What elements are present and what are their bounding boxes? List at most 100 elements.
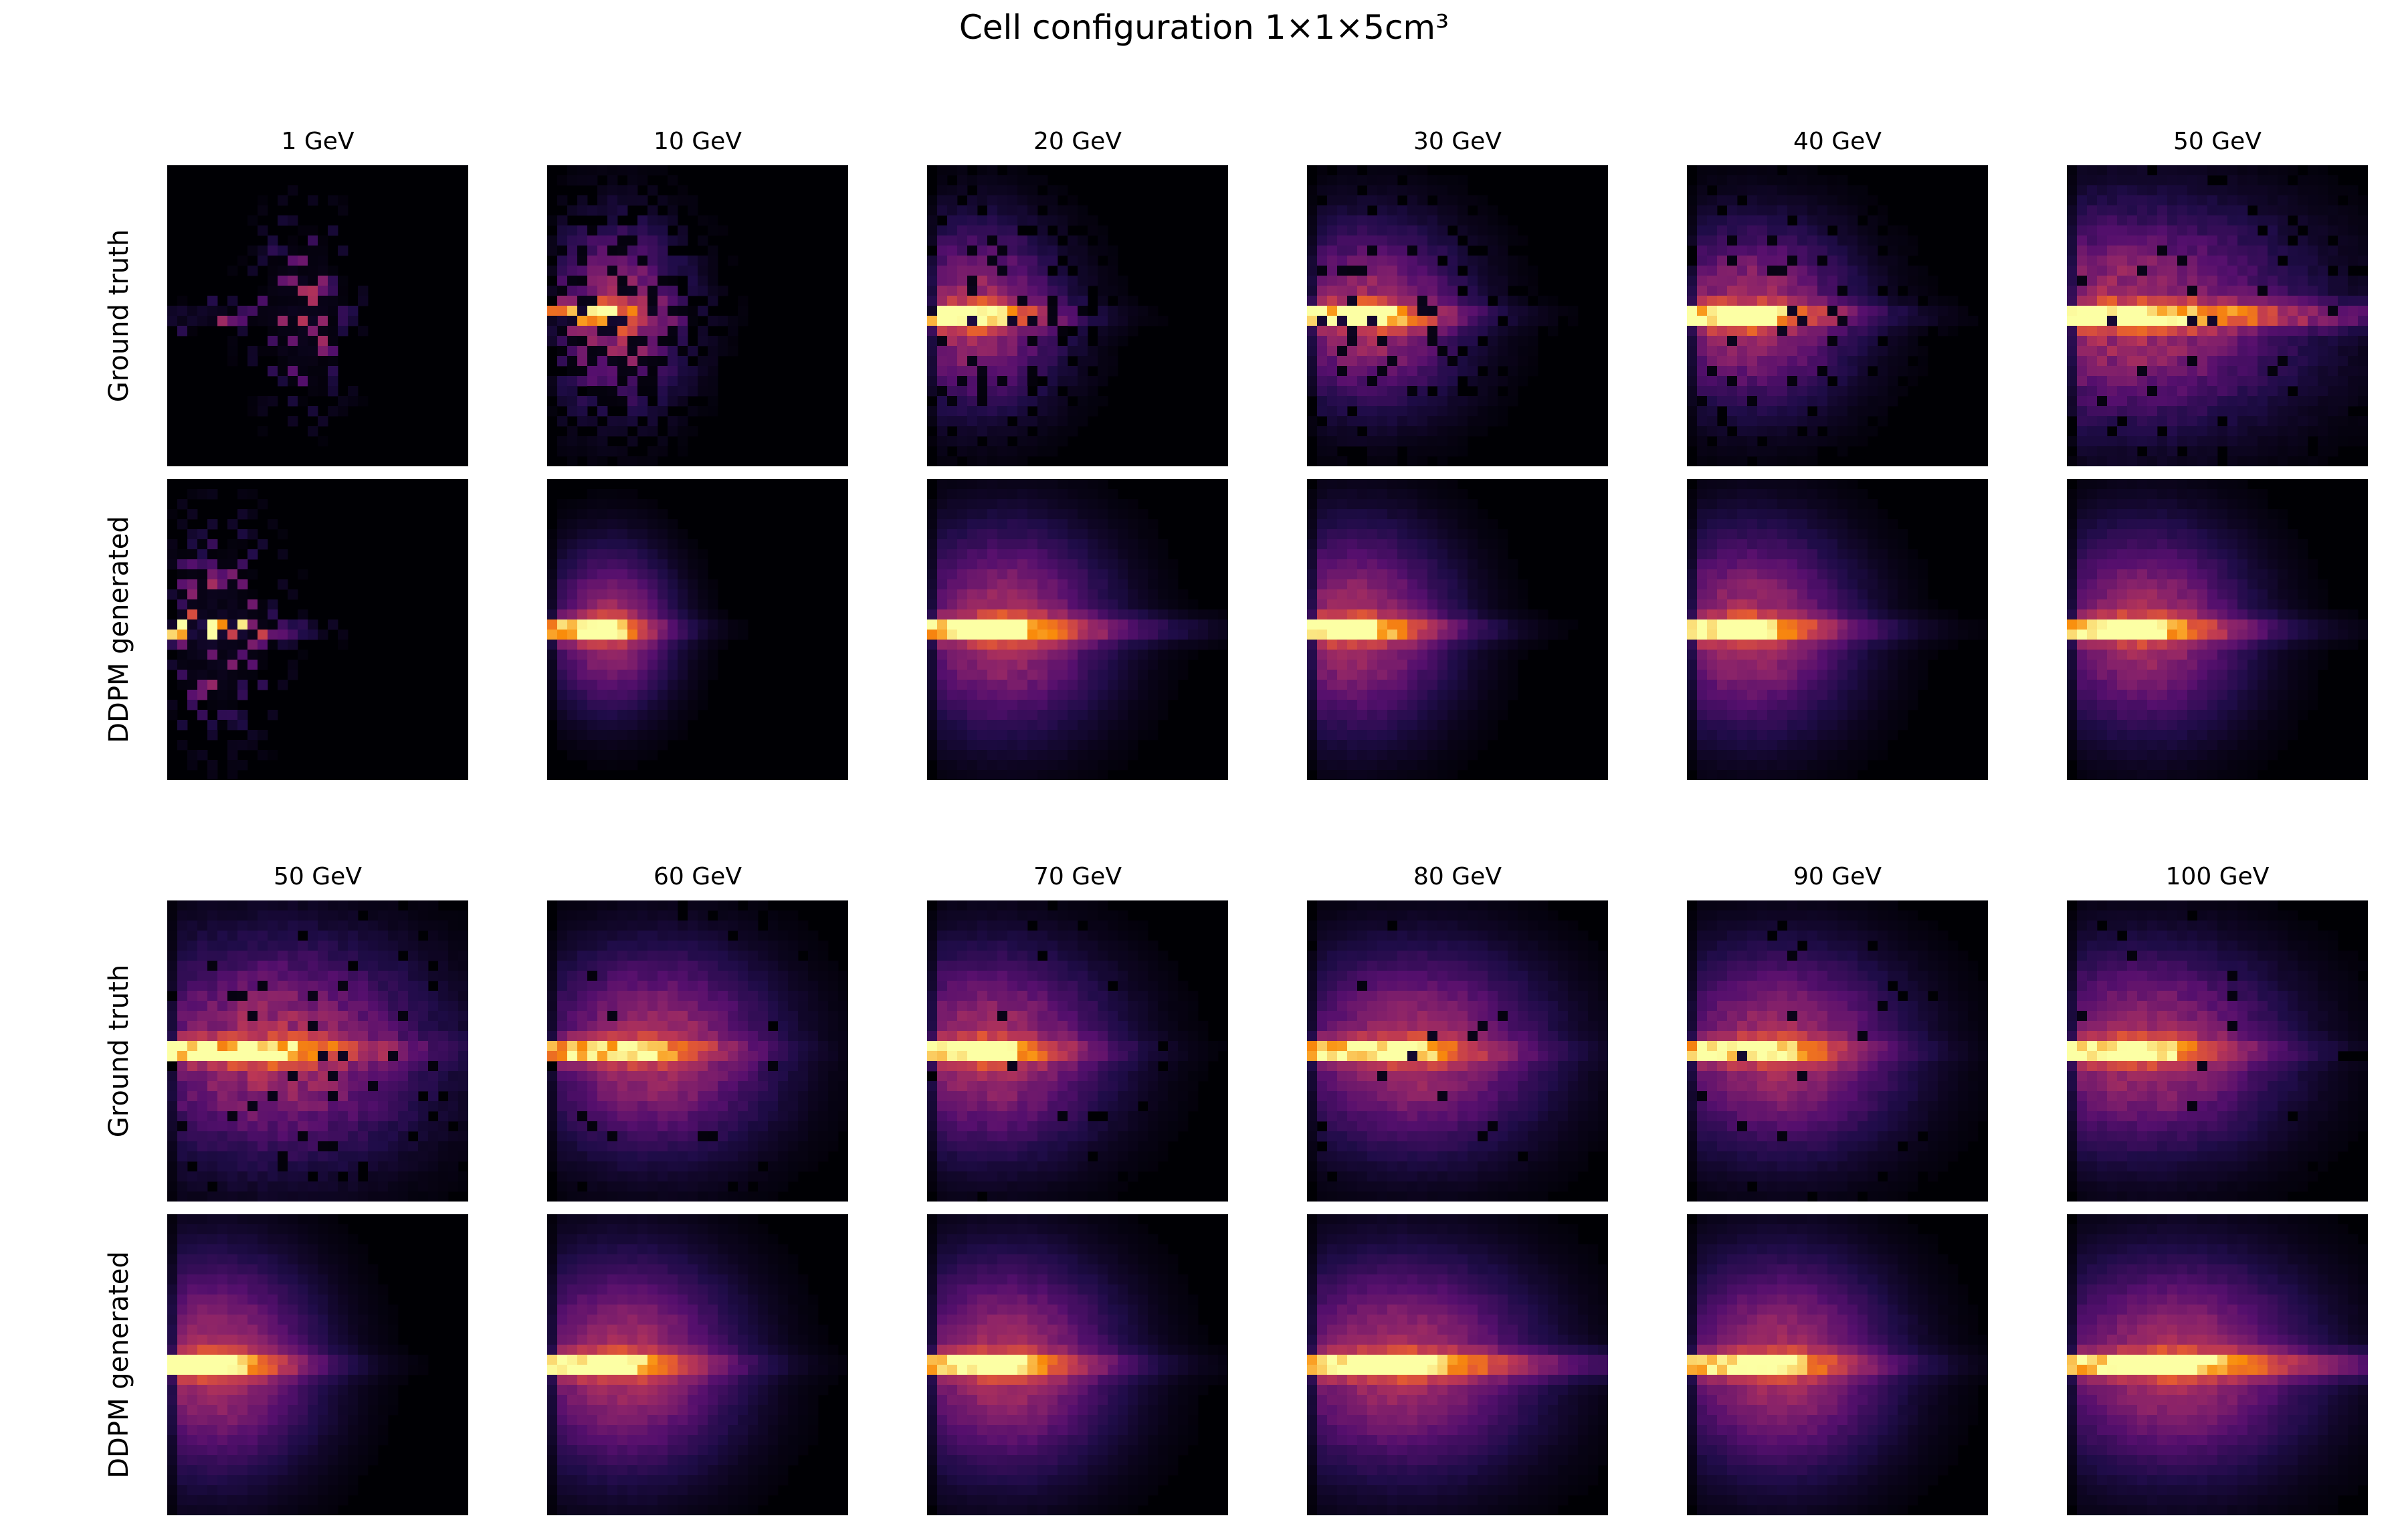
heatmap-cell (1128, 539, 1138, 550)
heatmap-cell (557, 276, 568, 286)
heatmap-cell (987, 336, 998, 347)
heatmap-cell (1367, 165, 1378, 176)
heatmap-cell (1337, 740, 1348, 751)
heatmap-cell (1007, 720, 1018, 731)
heatmap-cell (1367, 266, 1378, 276)
heatmap-cell (637, 276, 648, 286)
heatmap-cell (1347, 499, 1358, 510)
heatmap-cell (2318, 256, 2328, 266)
heatmap-cell (967, 235, 978, 246)
heatmap-cell (1797, 286, 1808, 296)
heatmap-cell (1088, 579, 1098, 590)
heatmap-cell (1007, 509, 1018, 520)
heatmap-cell (1767, 316, 1778, 326)
heatmap-cell (1337, 366, 1348, 377)
heatmap-cell (637, 256, 648, 266)
heatmap-cell (1027, 185, 1038, 196)
heatmap-cell (607, 619, 618, 630)
heatmap-cell (1847, 386, 1858, 397)
heatmap-cell (1068, 599, 1078, 610)
heatmap-cell (177, 650, 188, 660)
heatmap-cell (1498, 406, 1508, 417)
heatmap-cell (1387, 376, 1398, 387)
heatmap-cell (1417, 306, 1428, 316)
heatmap-cell (1138, 306, 1148, 316)
heatmap-cell (1118, 760, 1128, 771)
heatmap-cell (1508, 599, 1518, 610)
heatmap-cell (2308, 246, 2318, 256)
heatmap-cell (1347, 630, 1358, 640)
heatmap-cell (1307, 286, 1318, 296)
heatmap-cell (2097, 436, 2108, 447)
heatmap-cell (338, 286, 348, 296)
heatmap-cell (1188, 640, 1199, 650)
heatmap-cell (167, 559, 178, 570)
heatmap-cell (1427, 396, 1438, 407)
heatmap-cell (2067, 235, 2078, 246)
heatmap-cell (1387, 416, 1398, 427)
heatmap-cell (967, 225, 978, 236)
heatmap-cell (688, 640, 698, 650)
heatmap-cell (1027, 436, 1038, 447)
heatmap-cell (227, 519, 238, 530)
heatmap-cell (2258, 266, 2268, 276)
heatmap-cell (1387, 479, 1398, 490)
heatmap-cell (1357, 266, 1368, 276)
heatmap-cell (1777, 175, 1788, 186)
heatmap-cell (997, 499, 1008, 510)
heatmap-cell (1417, 195, 1428, 206)
heatmap-cell (597, 750, 608, 761)
heatmap-cell (2207, 436, 2218, 447)
heatmap-cell (688, 549, 698, 560)
heatmap-cell (217, 670, 228, 680)
heatmap-cell (1427, 619, 1438, 630)
heatmap-cell (1397, 316, 1408, 326)
heatmap-cell (947, 356, 958, 367)
heatmap-cell (1478, 205, 1488, 216)
heatmap-cell (1707, 416, 1718, 427)
heatmap-cell (557, 650, 568, 660)
heatmap-cell (2117, 366, 2128, 377)
heatmap-cell (1347, 185, 1358, 196)
heatmap-cell (1787, 225, 1798, 236)
heatmap-cell (1337, 539, 1348, 550)
heatmap-cell (2127, 456, 2138, 466)
heatmap-cell (288, 256, 298, 266)
heatmap-cell (288, 346, 298, 357)
heatmap-cell (1327, 326, 1338, 337)
heatmap-cell (708, 346, 718, 357)
heatmap-cell (1797, 376, 1808, 387)
heatmap-cell (2358, 306, 2368, 316)
heatmap-cell (1007, 760, 1018, 771)
heatmap-cell (1858, 256, 1868, 266)
heatmap-cell (957, 499, 968, 510)
heatmap-cell (547, 650, 558, 660)
heatmap-cell (2288, 336, 2298, 347)
heatmap-cell (1108, 356, 1118, 367)
heatmap-cell (1307, 660, 1318, 670)
heatmap-cell (2167, 416, 2178, 427)
heatmap-cell (2318, 286, 2328, 296)
heatmap-cell (1717, 296, 1728, 306)
heatmap-cell (1158, 589, 1169, 600)
heatmap-cell (2247, 386, 2258, 397)
heatmap-cell (1007, 326, 1018, 337)
heatmap-cell (2258, 396, 2268, 407)
heatmap-cell (2298, 416, 2308, 427)
heatmap-cell (577, 205, 588, 216)
heatmap-cell (2227, 195, 2238, 206)
heatmap-cell (997, 426, 1008, 437)
heatmap-cell (167, 630, 178, 640)
heatmap-cell (1017, 205, 1028, 216)
heatmap-cell (2278, 426, 2288, 437)
heatmap-cell (587, 650, 598, 660)
heatmap-cell (1078, 680, 1088, 690)
heatmap-cell (1747, 406, 1758, 417)
heatmap-cell (1088, 509, 1098, 520)
heatmap-cell (2227, 266, 2238, 276)
heatmap-cell (937, 519, 948, 530)
heatmap-cell (1078, 549, 1088, 560)
heatmap-cell (2258, 386, 2268, 397)
heatmap-cell (1367, 539, 1378, 550)
heatmap-cell (2117, 205, 2128, 216)
